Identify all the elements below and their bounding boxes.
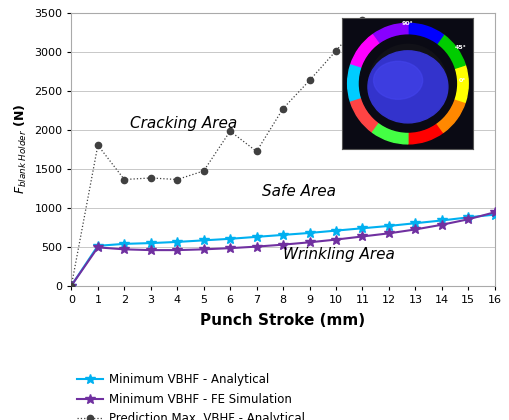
Prediction Max. VBHF - Analytical xyxy=(279,106,286,111)
Minimum VBHF - FE Simulation xyxy=(411,227,417,232)
Minimum VBHF - FE Simulation xyxy=(253,244,259,249)
X-axis label: Punch Stroke (mm): Punch Stroke (mm) xyxy=(200,313,365,328)
Prediction Max. VBHF - Analytical xyxy=(227,129,233,134)
Prediction Max. VBHF - Analytical xyxy=(68,283,74,288)
Minimum VBHF - Analytical xyxy=(411,220,417,226)
Minimum VBHF - FE Simulation xyxy=(306,240,312,245)
Prediction Max. VBHF - Analytical xyxy=(253,149,259,154)
Minimum VBHF - Analytical xyxy=(306,231,312,236)
Minimum VBHF - Analytical xyxy=(174,239,180,244)
Line: Minimum VBHF - FE Simulation: Minimum VBHF - FE Simulation xyxy=(66,207,499,291)
Minimum VBHF - FE Simulation xyxy=(332,237,338,242)
Prediction Max. VBHF - Analytical xyxy=(306,78,312,83)
Text: Safe Area: Safe Area xyxy=(262,184,335,199)
Minimum VBHF - Analytical xyxy=(332,228,338,233)
Text: Cracking Area: Cracking Area xyxy=(129,116,236,131)
Minimum VBHF - Analytical xyxy=(279,232,286,237)
Minimum VBHF - Analytical xyxy=(68,283,74,288)
Minimum VBHF - FE Simulation xyxy=(279,242,286,247)
Minimum VBHF - FE Simulation xyxy=(438,222,444,227)
Text: Wrinkling Area: Wrinkling Area xyxy=(282,247,394,262)
Prediction Max. VBHF - Analytical xyxy=(200,168,206,173)
Minimum VBHF - FE Simulation xyxy=(227,246,233,251)
Minimum VBHF - Analytical xyxy=(200,238,206,243)
Minimum VBHF - Analytical xyxy=(359,226,365,231)
Minimum VBHF - FE Simulation xyxy=(491,210,497,215)
Minimum VBHF - Analytical xyxy=(121,241,127,247)
Minimum VBHF - FE Simulation xyxy=(68,283,74,288)
Minimum VBHF - Analytical xyxy=(253,234,259,239)
Minimum VBHF - FE Simulation xyxy=(464,217,470,222)
Minimum VBHF - Analytical xyxy=(464,215,470,220)
Minimum VBHF - Analytical xyxy=(227,236,233,241)
Minimum VBHF - Analytical xyxy=(148,241,154,246)
Minimum VBHF - Analytical xyxy=(438,218,444,223)
Prediction Max. VBHF - Analytical xyxy=(359,18,365,23)
Minimum VBHF - Analytical xyxy=(385,223,391,228)
Y-axis label: $F_{blank\ Holder}$ (N): $F_{blank\ Holder}$ (N) xyxy=(13,104,29,194)
Prediction Max. VBHF - Analytical xyxy=(95,143,101,148)
Prediction Max. VBHF - Analytical xyxy=(121,177,127,182)
Minimum VBHF - FE Simulation xyxy=(174,247,180,252)
Minimum VBHF - FE Simulation xyxy=(200,247,206,252)
Minimum VBHF - FE Simulation xyxy=(121,247,127,252)
Prediction Max. VBHF - Analytical xyxy=(174,177,180,182)
Line: Prediction Max. VBHF - Analytical: Prediction Max. VBHF - Analytical xyxy=(68,17,365,289)
Minimum VBHF - FE Simulation xyxy=(359,234,365,239)
Minimum VBHF - FE Simulation xyxy=(95,245,101,250)
Prediction Max. VBHF - Analytical xyxy=(332,48,338,53)
Prediction Max. VBHF - Analytical xyxy=(148,176,154,181)
Legend: Minimum VBHF - Analytical, Minimum VBHF - FE Simulation, Prediction Max. VBHF - : Minimum VBHF - Analytical, Minimum VBHF … xyxy=(77,373,304,420)
Minimum VBHF - FE Simulation xyxy=(148,247,154,252)
Minimum VBHF - FE Simulation xyxy=(385,231,391,236)
Minimum VBHF - Analytical xyxy=(491,212,497,217)
Minimum VBHF - Analytical xyxy=(95,243,101,248)
Line: Minimum VBHF - Analytical: Minimum VBHF - Analytical xyxy=(66,210,499,291)
